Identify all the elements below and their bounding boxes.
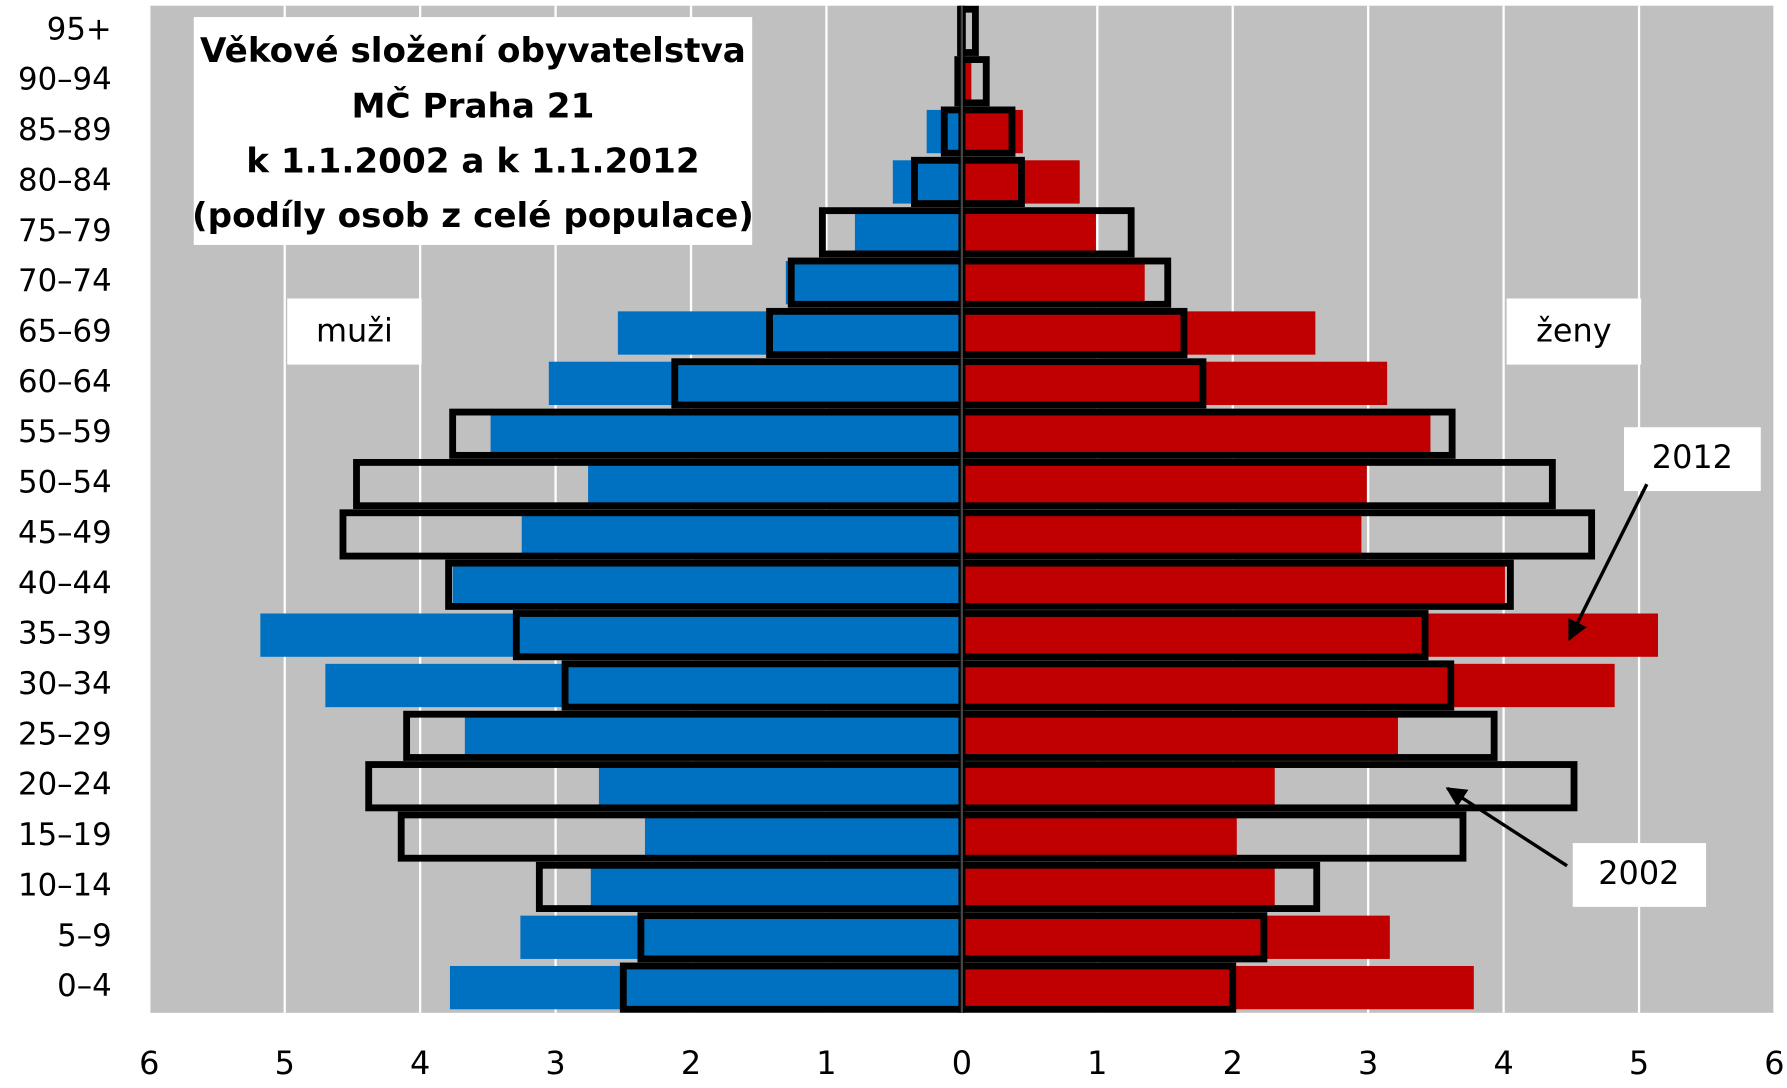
bar	[854, 210, 962, 254]
x-tick-label: 2	[1223, 1044, 1243, 1082]
bar	[961, 613, 1658, 657]
bar	[961, 59, 972, 103]
x-tick-label: 5	[1629, 1044, 1649, 1082]
y-tick-label: 95+	[47, 11, 112, 47]
bar	[961, 361, 1388, 406]
bar	[588, 462, 962, 506]
y-tick-label: 90–94	[18, 62, 112, 98]
bar	[961, 311, 1316, 355]
bar	[961, 814, 1237, 859]
labels: 6 5 4 3 2 1 0 1 2 3 4 5 6 0–4 5–9 10–14 15–19 20–24 25–29 3…	[18, 11, 1785, 1082]
x-tick-label: 6	[1764, 1044, 1784, 1082]
annotation-box	[287, 298, 422, 365]
annotation: 2002	[1598, 854, 1679, 892]
bar	[961, 210, 1096, 254]
bar	[617, 311, 962, 355]
bar	[521, 512, 962, 557]
bar	[961, 260, 1145, 305]
bar	[464, 714, 962, 758]
bars	[260, 5, 1658, 1013]
x-tick-label: 3	[1358, 1044, 1378, 1082]
arrow	[1567, 483, 1649, 641]
bar	[961, 764, 1275, 808]
y-tick-label: 60–64	[18, 364, 112, 400]
title-box	[193, 17, 753, 245]
bar	[892, 160, 962, 204]
y-tick-label: 70–74	[18, 263, 112, 299]
bar	[548, 361, 962, 406]
y-tick-label: 55–59	[18, 414, 112, 450]
bar	[961, 563, 1505, 607]
chart-title: k 1.1.2002 a k 1.1.2012	[246, 141, 699, 181]
bar	[961, 865, 1275, 909]
bar	[325, 663, 962, 708]
annotation-box	[1506, 298, 1642, 365]
chart-title: (podíly osob z celé populace)	[192, 196, 754, 236]
y-tick-label: 85–89	[18, 112, 112, 148]
y-tick-label: 30–34	[18, 666, 112, 702]
x-tick-label: 2	[681, 1044, 701, 1082]
chart-title: MČ Praha 21	[352, 86, 595, 127]
y-tick-label: 15–19	[18, 817, 112, 853]
bar	[961, 663, 1615, 708]
x-tick-label: 1	[1087, 1044, 1107, 1082]
annotation-box	[1572, 843, 1707, 907]
y-tick-label: 5–9	[57, 918, 112, 954]
x-tick-label: 5	[275, 1044, 295, 1082]
x-tick-label: 4	[410, 1044, 430, 1082]
y-tick-label: 65–69	[18, 314, 112, 350]
bar	[961, 462, 1367, 506]
bar	[961, 512, 1362, 557]
y-tick-label: 45–49	[18, 515, 112, 551]
arrow	[1445, 786, 1568, 868]
y-tick-label: 10–14	[18, 867, 112, 903]
bar	[961, 714, 1398, 758]
y-tick-label: 35–39	[18, 616, 112, 652]
bar	[452, 563, 962, 607]
x-tick-label: 6	[139, 1044, 159, 1082]
bar	[449, 965, 962, 1010]
x-tick-label: 3	[545, 1044, 565, 1082]
bar	[961, 915, 1390, 959]
y-tick-label: 40–44	[18, 565, 112, 601]
bar	[785, 260, 962, 305]
y-tick-label: 75–79	[18, 213, 112, 249]
y-tick-label: 0–4	[57, 968, 112, 1004]
annotation-box	[1624, 427, 1761, 492]
bar	[961, 965, 1474, 1010]
bar	[260, 613, 962, 657]
x-tick-label: 1	[816, 1044, 836, 1082]
bar	[490, 412, 962, 456]
bar	[590, 865, 962, 909]
y-tick-label: 50–54	[18, 465, 112, 501]
y-tick-label: 20–24	[18, 767, 112, 803]
bar	[961, 412, 1431, 456]
annotation: ženy	[1536, 312, 1611, 350]
y-tick-label: 25–29	[18, 716, 112, 752]
y-tick-label: 80–84	[18, 162, 112, 198]
x-tick-label: 0	[952, 1044, 972, 1082]
annotation: 2012	[1652, 438, 1733, 476]
bar	[598, 764, 962, 808]
annotation: muži	[316, 312, 393, 350]
x-tick-label: 4	[1493, 1044, 1513, 1082]
bar	[520, 915, 962, 959]
bar	[644, 814, 962, 859]
chart-title: Věkové složení obyvatelstva	[200, 31, 746, 71]
